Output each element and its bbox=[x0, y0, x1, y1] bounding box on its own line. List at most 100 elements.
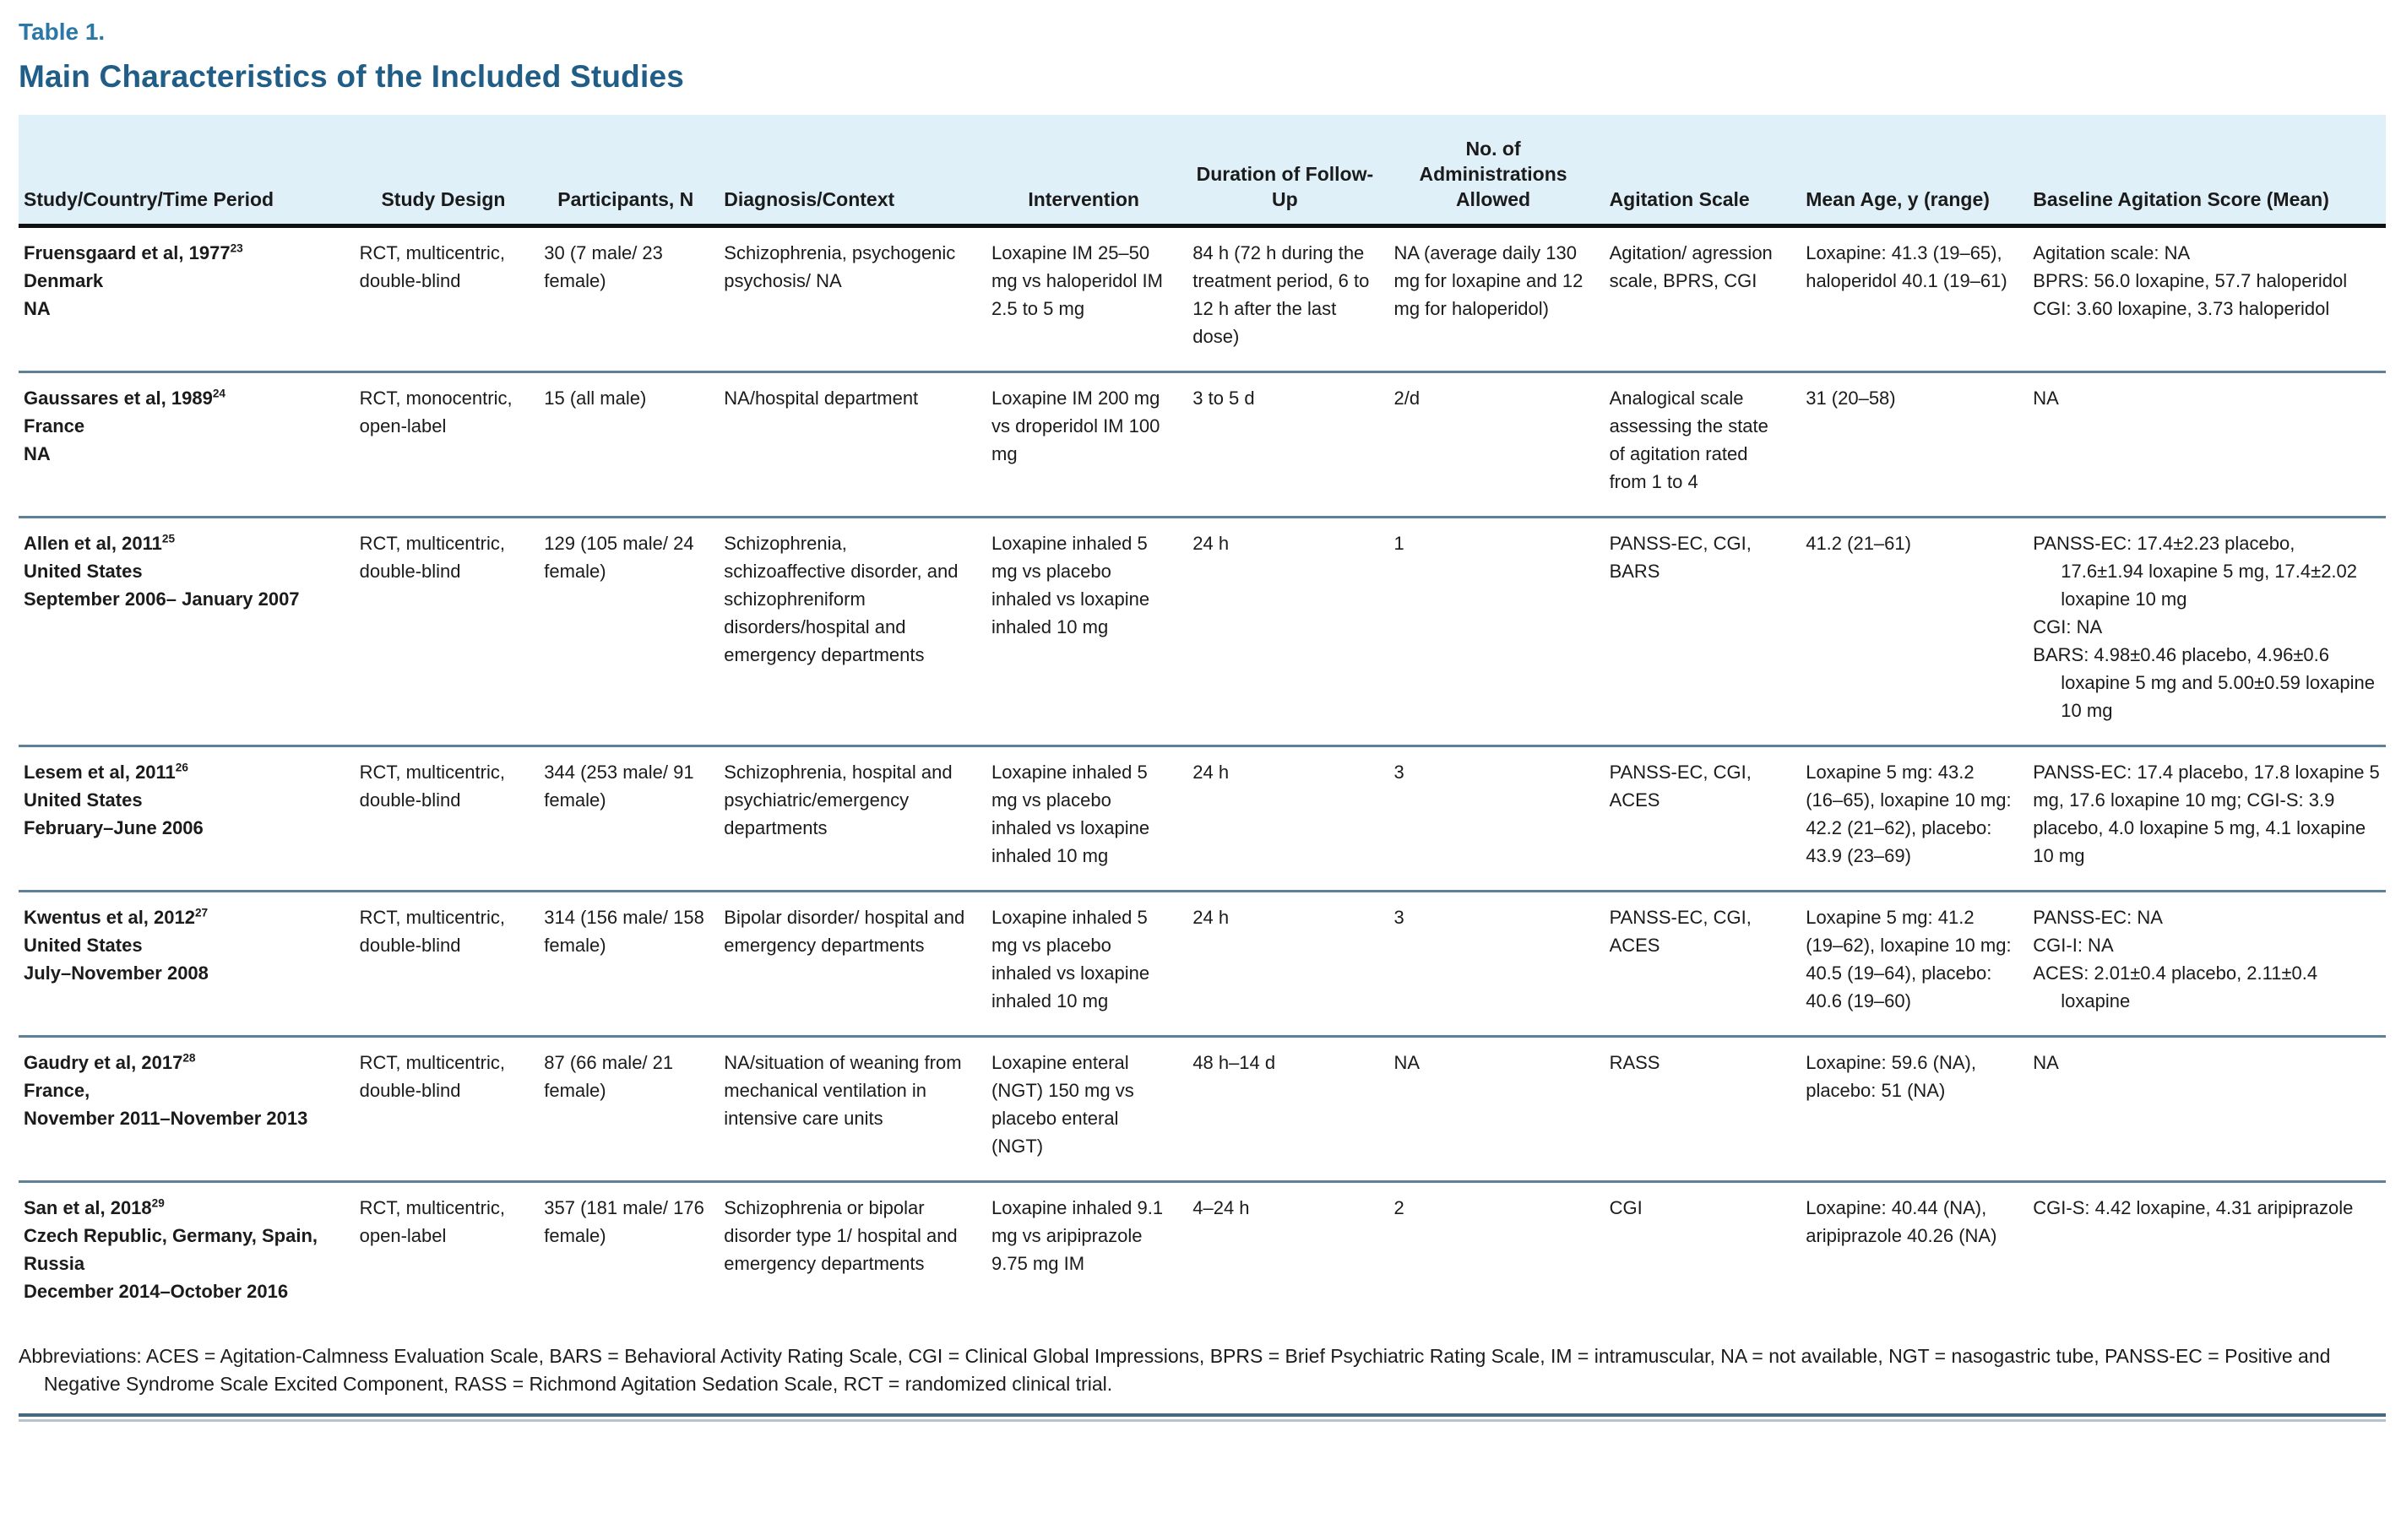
cell-scale: Analogical scale assessing the state of … bbox=[1609, 371, 1806, 518]
cell-participants: 357 (181 male/ 176 female) bbox=[544, 1196, 704, 1246]
cell-duration: 24 h bbox=[1192, 517, 1394, 747]
cell-duration: 24 h bbox=[1192, 891, 1394, 1038]
cell-admin: NA (average daily 130 mg for loxapine an… bbox=[1393, 225, 1610, 373]
cell-scale: RASS bbox=[1609, 1036, 1806, 1183]
study-reference: Lesem et al, 201126 bbox=[24, 761, 188, 783]
cell-admin: 3 bbox=[1393, 891, 1610, 1038]
cell-diagnosis: Schizophrenia, psychogenic psychosis/ NA bbox=[724, 225, 991, 373]
cell-duration: 3 to 5 d bbox=[1192, 371, 1394, 518]
cell-scale: PANSS-EC, CGI, ACES bbox=[1609, 891, 1806, 1038]
table-header: Study/Country/Time Period Study Design Par… bbox=[19, 115, 2386, 228]
cell-design: RCT, multicentric, double-blind bbox=[359, 225, 545, 373]
cell-diagnosis: NA/hospital department bbox=[724, 371, 991, 518]
table-body: Fruensgaard et al, 197723 Denmark NA RCT, m… bbox=[19, 225, 2386, 1326]
column-header-baseline: Baseline Agitation Score (Mean) bbox=[2033, 115, 2386, 228]
cell-baseline: PANSS-EC: 17.4±2.23 placebo, 17.6±1.94 l… bbox=[2033, 517, 2386, 747]
score-item: CGI: NA bbox=[2033, 615, 2103, 637]
column-header-diagnosis: Diagnosis/Context bbox=[724, 115, 991, 228]
table-bottom-rule bbox=[19, 1413, 2386, 1423]
studies-table: Study/Country/Time Period Study Design Par… bbox=[19, 115, 2386, 1326]
cell-scale: PANSS-EC, CGI, ACES bbox=[1609, 746, 1806, 892]
score-item: BPRS: 56.0 loxapine, 57.7 haloperidol bbox=[2033, 269, 2348, 291]
cell-age: Loxapine 5 mg: 41.2 (19–62), loxapine 10… bbox=[1806, 891, 2034, 1038]
cell-baseline: PANSS-EC: 17.4 placebo, 17.8 loxapine 5 … bbox=[2033, 746, 2386, 892]
citation-superscript: 23 bbox=[230, 241, 243, 255]
study-detail-line: Czech Republic, Germany, Spain, Russia bbox=[24, 1224, 318, 1274]
column-header-intervention: Intervention bbox=[991, 115, 1193, 228]
cell-participants: 15 (all male) bbox=[544, 371, 725, 518]
cell-study: Fruensgaard et al, 197723 Denmark NA bbox=[19, 225, 360, 373]
study-detail-line: November 2011–November 2013 bbox=[24, 1107, 308, 1129]
cell-diagnosis: Schizophrenia or bipolar disorder type 1… bbox=[724, 1196, 958, 1274]
study-detail-line: United States bbox=[24, 560, 143, 582]
cell-admin: 2 bbox=[1393, 1196, 1404, 1218]
cell-age: Loxapine: 40.44 (NA), aripiprazole 40.26… bbox=[1806, 1196, 1997, 1246]
table-row: Gaussares et al, 198924 France NA RCT, mono… bbox=[19, 371, 2386, 518]
cell-study: Allen et al, 201125 United States Septembe… bbox=[19, 517, 360, 747]
cell-scale: Agitation/ agression scale, BPRS, CGI bbox=[1609, 225, 1806, 373]
cell-design: RCT, monocentric, open-label bbox=[359, 371, 545, 518]
cell-baseline: Agitation scale: NA BPRS: 56.0 loxapine, … bbox=[2033, 225, 2386, 373]
cell-participants: 314 (156 male/ 158 female) bbox=[544, 891, 725, 1038]
cell-scale: PANSS-EC, CGI, BARS bbox=[1609, 517, 1806, 747]
cell-duration: 84 h (72 h during the treatment period, … bbox=[1192, 225, 1394, 373]
table-row: Lesem et al, 201126 United States February… bbox=[19, 746, 2386, 892]
column-header-study: Study/Country/Time Period bbox=[19, 115, 360, 228]
citation-superscript: 28 bbox=[182, 1051, 196, 1065]
cell-participants: 129 (105 male/ 24 female) bbox=[544, 517, 725, 747]
cell-diagnosis: Bipolar disorder/ hospital and emergency… bbox=[724, 891, 991, 1038]
cell-admin: 1 bbox=[1393, 517, 1610, 747]
score-item: BARS: 4.98±0.46 placebo, 4.96±0.6 loxapi… bbox=[2033, 643, 2375, 721]
table-row: Fruensgaard et al, 197723 Denmark NA RCT, m… bbox=[19, 225, 2386, 373]
study-detail-line: France, bbox=[24, 1079, 90, 1101]
cell-study: Gaussares et al, 198924 France NA bbox=[19, 371, 360, 518]
article-table-page: Table 1. Main Characteristics of the Inc… bbox=[19, 19, 2386, 1423]
cell-age: 41.2 (21–61) bbox=[1806, 517, 2034, 747]
study-reference: Fruensgaard et al, 197723 bbox=[24, 241, 243, 263]
score-item: ACES: 2.01±0.4 placebo, 2.11±0.4 loxapin… bbox=[2033, 962, 2318, 1011]
cell-admin: 3 bbox=[1393, 746, 1610, 892]
page-title: Main Characteristics of the Included Stu… bbox=[19, 59, 685, 94]
cell-design: RCT, multicentric, open-label bbox=[359, 1196, 505, 1246]
cell-age: Loxapine 5 mg: 43.2 (16–65), loxapine 10… bbox=[1806, 746, 2034, 892]
cell-diagnosis: Schizophrenia, schizoaffective disorder,… bbox=[724, 517, 991, 747]
study-detail-line: July–November 2008 bbox=[24, 962, 209, 984]
cell-diagnosis: Schizophrenia, hospital and psychiatric/… bbox=[724, 746, 991, 892]
cell-participants: 344 (253 male/ 91 female) bbox=[544, 746, 725, 892]
cell-scale: CGI bbox=[1609, 1196, 1643, 1218]
abbreviations-note: Abbreviations: ACES = Agitation-Calmness… bbox=[19, 1344, 2331, 1396]
cell-baseline: NA bbox=[2033, 1036, 2386, 1183]
study-detail-line: United States bbox=[24, 789, 143, 811]
cell-design: RCT, multicentric, double-blind bbox=[359, 1036, 545, 1183]
column-header-admin: No. of Administrations Allowed bbox=[1393, 115, 1610, 228]
score-item: PANSS-EC: 17.4±2.23 placebo, 17.6±1.94 l… bbox=[2033, 532, 2358, 610]
cell-duration: 4–24 h bbox=[1192, 1196, 1250, 1218]
table-row: Gaudry et al, 201728 France, November 2011… bbox=[19, 1036, 2386, 1183]
column-header-age: Mean Age, y (range) bbox=[1806, 115, 2034, 228]
study-detail-line: United States bbox=[24, 934, 143, 956]
cell-participants: 87 (66 male/ 21 female) bbox=[544, 1036, 725, 1183]
cell-baseline: PANSS-EC: NA CGI-I: NA ACES: 2.01±0.4 plac… bbox=[2033, 891, 2386, 1038]
score-item: CGI-I: NA bbox=[2033, 934, 2114, 956]
study-detail-line: NA bbox=[24, 442, 51, 464]
cell-participants: 30 (7 male/ 23 female) bbox=[544, 225, 725, 373]
cell-intervention: Loxapine IM 25–50 mg vs haloperidol IM 2… bbox=[991, 225, 1193, 373]
study-reference: Gaudry et al, 201728 bbox=[24, 1051, 196, 1073]
cell-intervention: Loxapine inhaled 9.1 mg vs aripiprazole … bbox=[991, 1196, 1164, 1274]
cell-baseline: CGI-S: 4.42 loxapine, 4.31 aripiprazole bbox=[2033, 1196, 2354, 1218]
study-reference: Allen et al, 201125 bbox=[24, 532, 176, 554]
study-reference: Kwentus et al, 201227 bbox=[24, 906, 209, 928]
cell-study: Lesem et al, 201126 United States February… bbox=[19, 746, 360, 892]
table-row: Kwentus et al, 201227 United States July–N… bbox=[19, 891, 2386, 1038]
score-item: CGI: 3.60 loxapine, 3.73 haloperidol bbox=[2033, 297, 2330, 319]
score-item: PANSS-EC: NA bbox=[2033, 906, 2163, 928]
citation-superscript: 26 bbox=[175, 761, 188, 774]
table-number-label: Table 1. bbox=[19, 19, 106, 45]
citation-superscript: 29 bbox=[151, 1196, 165, 1210]
cell-intervention: Loxapine inhaled 5 mg vs placebo inhaled… bbox=[991, 517, 1193, 747]
cell-admin: NA bbox=[1393, 1036, 1610, 1183]
cell-intervention: Loxapine enteral (NGT) 150 mg vs placebo… bbox=[991, 1036, 1193, 1183]
citation-superscript: 27 bbox=[194, 906, 209, 919]
citation-superscript: 25 bbox=[161, 532, 176, 545]
cell-design: RCT, multicentric, double-blind bbox=[359, 746, 545, 892]
